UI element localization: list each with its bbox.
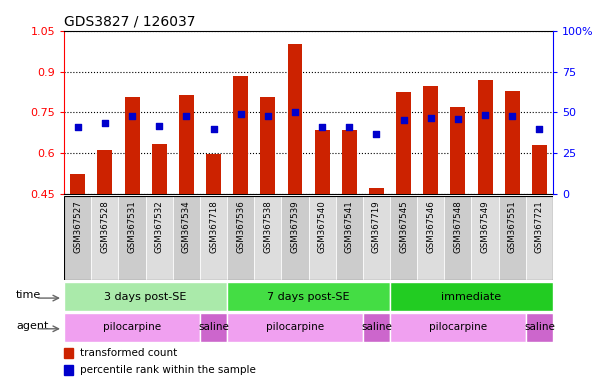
Text: GSM367548: GSM367548 <box>453 200 463 253</box>
Bar <box>282 196 309 280</box>
Text: saline: saline <box>198 322 229 333</box>
Bar <box>444 196 472 280</box>
Bar <box>423 86 438 194</box>
Bar <box>70 174 85 194</box>
Point <box>345 124 354 130</box>
Point <box>453 116 463 122</box>
Bar <box>369 189 384 194</box>
Text: GSM367719: GSM367719 <box>372 200 381 253</box>
Bar <box>97 150 112 194</box>
Bar <box>227 313 363 342</box>
Bar <box>64 348 73 358</box>
Text: immediate: immediate <box>441 291 502 302</box>
Bar <box>227 282 390 311</box>
Point <box>371 131 381 137</box>
Bar <box>478 80 492 194</box>
Text: transformed count: transformed count <box>80 348 178 358</box>
Bar <box>206 154 221 194</box>
Bar <box>532 145 547 194</box>
Point <box>263 113 273 119</box>
Bar <box>390 196 417 280</box>
Text: GSM367721: GSM367721 <box>535 200 544 253</box>
Bar <box>200 313 227 342</box>
Text: GSM367551: GSM367551 <box>508 200 517 253</box>
Bar <box>200 196 227 280</box>
Bar <box>64 196 91 280</box>
Bar <box>505 91 520 194</box>
Text: GSM367541: GSM367541 <box>345 200 354 253</box>
Bar <box>342 130 357 194</box>
Bar <box>363 196 390 280</box>
Point <box>236 111 246 117</box>
Bar <box>363 313 390 342</box>
Text: pilocarpine: pilocarpine <box>103 322 161 333</box>
Text: GSM367539: GSM367539 <box>290 200 299 253</box>
Text: pilocarpine: pilocarpine <box>429 322 487 333</box>
Point <box>208 126 218 132</box>
Bar <box>91 196 119 280</box>
Text: saline: saline <box>524 322 555 333</box>
Bar <box>450 107 466 194</box>
Bar <box>499 196 526 280</box>
Bar <box>260 98 276 194</box>
Point <box>290 109 300 116</box>
Point <box>100 120 110 126</box>
Bar <box>472 196 499 280</box>
Bar <box>227 196 254 280</box>
Bar <box>390 282 553 311</box>
Bar <box>315 130 329 194</box>
Point <box>155 123 164 129</box>
Point <box>127 113 137 119</box>
Bar <box>526 313 553 342</box>
Point <box>73 124 82 130</box>
Text: GSM367546: GSM367546 <box>426 200 435 253</box>
Text: GSM367718: GSM367718 <box>209 200 218 253</box>
Text: GSM367545: GSM367545 <box>399 200 408 253</box>
Bar <box>64 365 73 375</box>
Bar <box>179 94 194 194</box>
Bar <box>417 196 444 280</box>
Text: GDS3827 / 126037: GDS3827 / 126037 <box>64 14 196 28</box>
Text: 3 days post-SE: 3 days post-SE <box>104 291 187 302</box>
Bar <box>526 196 553 280</box>
Bar <box>145 196 173 280</box>
Bar <box>125 98 139 194</box>
Point <box>535 126 544 132</box>
Bar <box>119 196 145 280</box>
Text: GSM367540: GSM367540 <box>318 200 327 253</box>
Text: 7 days post-SE: 7 days post-SE <box>267 291 350 302</box>
Text: GSM367531: GSM367531 <box>128 200 136 253</box>
Point <box>317 124 327 130</box>
Point <box>507 113 517 119</box>
Text: agent: agent <box>16 321 48 331</box>
Text: pilocarpine: pilocarpine <box>266 322 324 333</box>
Bar <box>152 144 167 194</box>
Point <box>480 112 490 118</box>
Text: GSM367536: GSM367536 <box>236 200 245 253</box>
Bar <box>254 196 282 280</box>
Text: GSM367538: GSM367538 <box>263 200 273 253</box>
Text: GSM367527: GSM367527 <box>73 200 82 253</box>
Text: GSM367532: GSM367532 <box>155 200 164 253</box>
Point <box>181 113 191 119</box>
Bar <box>64 313 200 342</box>
Bar <box>233 76 248 194</box>
Text: saline: saline <box>361 322 392 333</box>
Text: time: time <box>16 290 42 300</box>
Bar <box>288 44 302 194</box>
Bar <box>335 196 363 280</box>
Bar <box>396 92 411 194</box>
Point <box>426 115 436 121</box>
Bar <box>64 282 227 311</box>
Bar <box>309 196 335 280</box>
Text: GSM367528: GSM367528 <box>100 200 109 253</box>
Bar <box>173 196 200 280</box>
Text: GSM367534: GSM367534 <box>182 200 191 253</box>
Text: percentile rank within the sample: percentile rank within the sample <box>80 365 256 375</box>
Bar <box>390 313 526 342</box>
Text: GSM367549: GSM367549 <box>481 200 489 253</box>
Point <box>399 118 409 124</box>
